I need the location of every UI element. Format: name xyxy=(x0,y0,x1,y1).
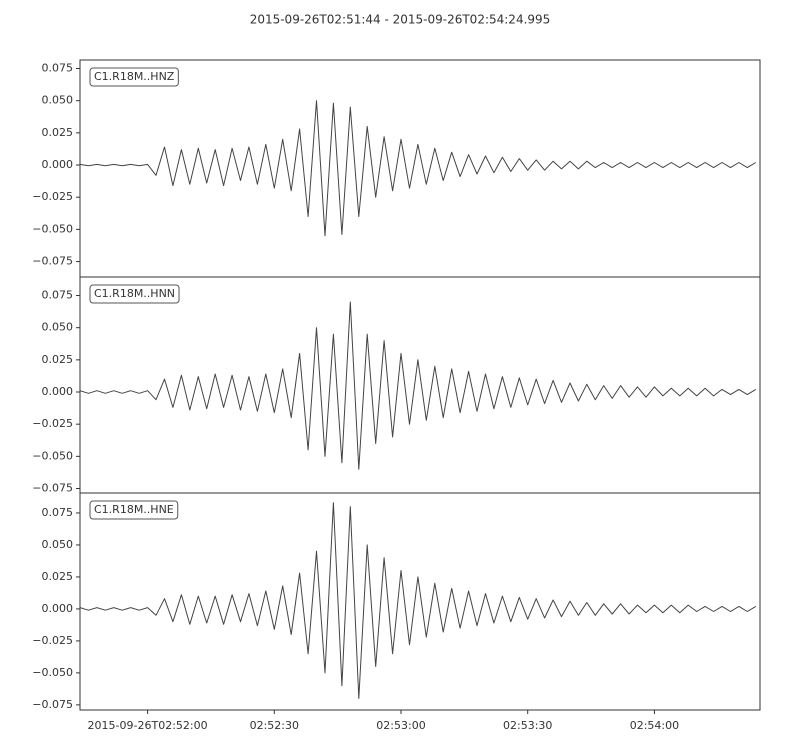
trace-label-box xyxy=(89,67,179,87)
y-tick-label: −0.025 xyxy=(32,417,73,430)
y-tick-label: −0.075 xyxy=(32,698,73,711)
waveform xyxy=(80,502,757,699)
y-tick-label: 0.075 xyxy=(42,506,74,519)
y-tick-label: 0.075 xyxy=(42,289,74,302)
x-tick-label: 2015-09-26T02:52:00 xyxy=(88,719,208,732)
y-tick-label: 0.025 xyxy=(42,126,74,139)
trace-label: C1.R18M..HNZ xyxy=(94,70,175,83)
x-tick-label: 02:52:30 xyxy=(250,719,299,732)
trace-label-box xyxy=(89,500,179,520)
y-tick-label: −0.050 xyxy=(32,666,73,679)
y-tick-label: 0.050 xyxy=(42,321,74,334)
y-tick-label: −0.025 xyxy=(32,190,73,203)
y-tick-label: −0.050 xyxy=(32,222,73,235)
trace-label: C1.R18M..HNN xyxy=(94,287,175,300)
y-tick-label: −0.050 xyxy=(32,449,73,462)
waveform xyxy=(80,301,757,470)
y-tick-label: −0.025 xyxy=(32,634,73,647)
y-tick-label: −0.075 xyxy=(32,255,73,268)
figure-title: 2015-09-26T02:51:44 - 2015-09-26T02:54:2… xyxy=(250,13,551,27)
y-tick-label: 0.000 xyxy=(42,158,74,171)
y-tick-label: −0.075 xyxy=(32,481,73,494)
y-tick-label: 0.025 xyxy=(42,570,74,583)
waveform xyxy=(80,100,757,237)
y-tick-label: 0.050 xyxy=(42,538,74,551)
trace-label-box xyxy=(89,284,180,304)
x-tick-label: 02:53:30 xyxy=(503,719,552,732)
x-tick-label: 02:53:00 xyxy=(376,719,425,732)
panel-frame xyxy=(79,59,761,278)
panel-frame xyxy=(79,492,761,711)
x-tick-label: 02:54:00 xyxy=(630,719,679,732)
y-tick-label: 0.000 xyxy=(42,602,74,615)
panel-frame xyxy=(79,276,761,494)
y-tick-label: 0.075 xyxy=(42,61,74,74)
y-tick-label: 0.000 xyxy=(42,385,74,398)
y-tick-label: 0.050 xyxy=(42,94,74,107)
y-tick-label: 0.025 xyxy=(42,353,74,366)
trace-label: C1.R18M..HNE xyxy=(94,503,174,516)
